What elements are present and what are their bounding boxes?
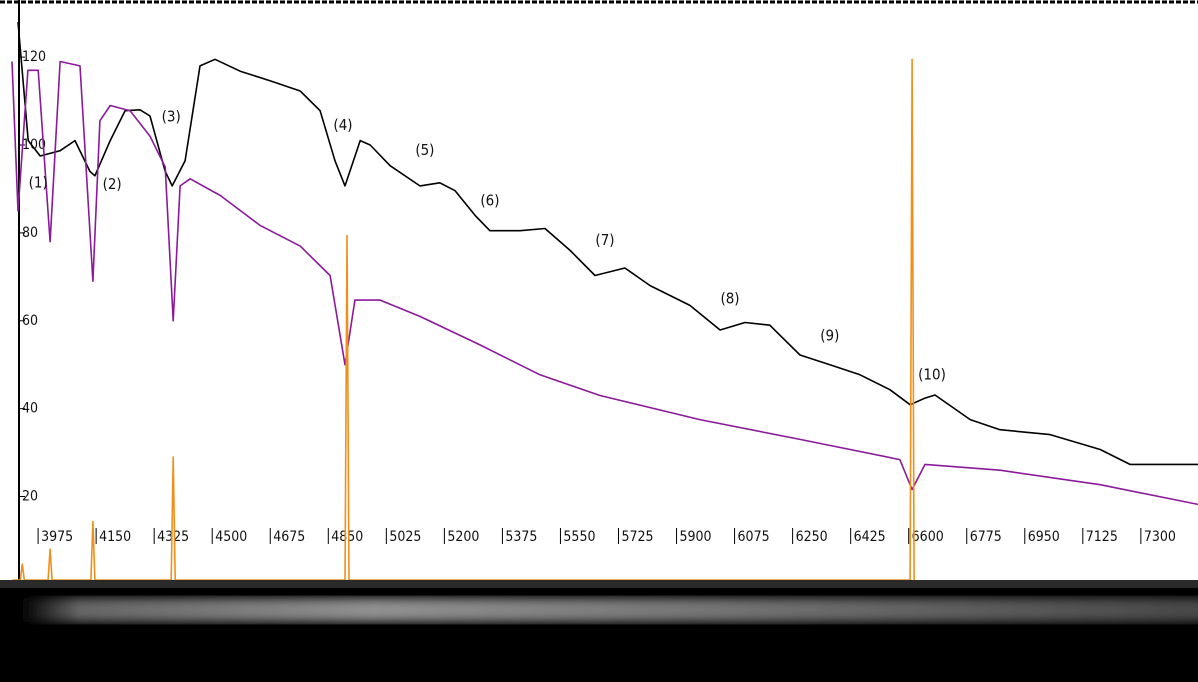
annotation: (1)	[29, 173, 48, 191]
annotation: (10)	[918, 365, 946, 383]
x-tick-label: 6950	[1028, 529, 1060, 545]
x-tick-label: 7125	[1086, 529, 1118, 545]
annotation: (9)	[820, 327, 839, 345]
x-tick-label: 4325	[157, 529, 189, 545]
x-tick-label: 4675	[273, 529, 305, 545]
x-tick-label: 6775	[970, 529, 1002, 545]
y-tick-label: 20	[22, 489, 38, 505]
annotation: (7)	[595, 231, 614, 249]
y-tick-label: 40	[22, 401, 38, 417]
x-tick-label: 5200	[447, 529, 479, 545]
x-tick-label: 7300	[1144, 529, 1176, 545]
chart: 2040608010012039754150432545004675485050…	[0, 0, 1198, 682]
x-tick-label: 4500	[215, 529, 247, 545]
annotation: (4)	[333, 116, 352, 134]
x-tick-label: 3975	[41, 529, 73, 545]
spectrum-edge	[0, 580, 1198, 588]
x-tick-label: 5025	[389, 529, 421, 545]
x-tick-label: 6425	[854, 529, 886, 545]
plot-area	[0, 0, 1198, 580]
annotation: (8)	[720, 289, 739, 307]
x-tick-label: 4150	[99, 529, 131, 545]
x-tick-label: 5725	[621, 529, 653, 545]
x-tick-label: 6075	[738, 529, 770, 545]
x-tick-label: 4850	[331, 529, 363, 545]
x-tick-label: 6250	[796, 529, 828, 545]
y-tick-label: 120	[22, 49, 46, 65]
spectrum-band	[20, 598, 1198, 622]
y-tick-label: 80	[22, 225, 38, 241]
annotation: (3)	[162, 107, 181, 125]
x-tick-label: 6600	[912, 529, 944, 545]
annotation: (2)	[103, 175, 122, 193]
y-tick-label: 60	[22, 313, 38, 329]
x-tick-label: 5375	[505, 529, 537, 545]
x-tick-label: 5900	[680, 529, 712, 545]
annotation: (6)	[480, 191, 499, 209]
spectrum-strip	[0, 580, 1198, 682]
x-tick-label: 5550	[563, 529, 595, 545]
annotation: (5)	[415, 141, 434, 159]
